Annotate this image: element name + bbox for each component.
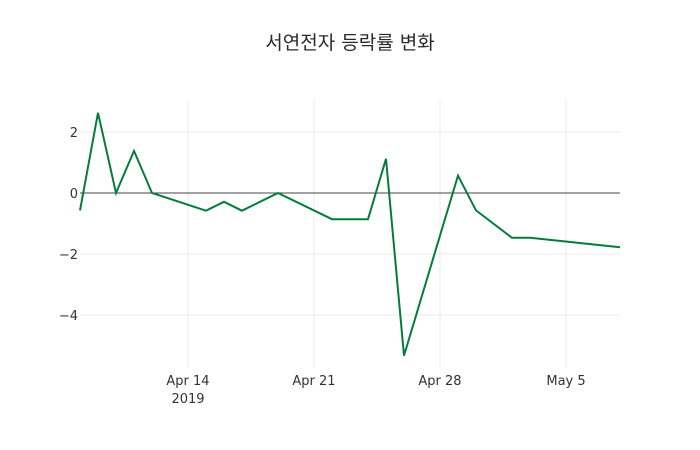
x-tick-label: Apr 14 — [166, 374, 209, 389]
x-tick-label: Apr 28 — [418, 374, 461, 389]
series-line — [79, 112, 621, 356]
x-tick-label: Apr 21 — [292, 374, 335, 389]
y-tick-label: −2 — [59, 248, 78, 263]
x-tick-label: May 5 — [546, 374, 585, 389]
x-axis-ticks: Apr 14 2019 Apr 21 Apr 28 May 5 — [166, 374, 585, 407]
y-axis-ticks: 2 0 −2 −4 — [59, 126, 78, 324]
y-tick-label: −4 — [59, 309, 78, 324]
chart-title: 서연전자 등락률 변화 — [265, 32, 435, 54]
y-tick-label: 2 — [70, 126, 78, 141]
y-tick-label: 0 — [70, 187, 78, 202]
x-tick-year-label: 2019 — [171, 392, 204, 407]
grid-lines — [80, 100, 620, 368]
